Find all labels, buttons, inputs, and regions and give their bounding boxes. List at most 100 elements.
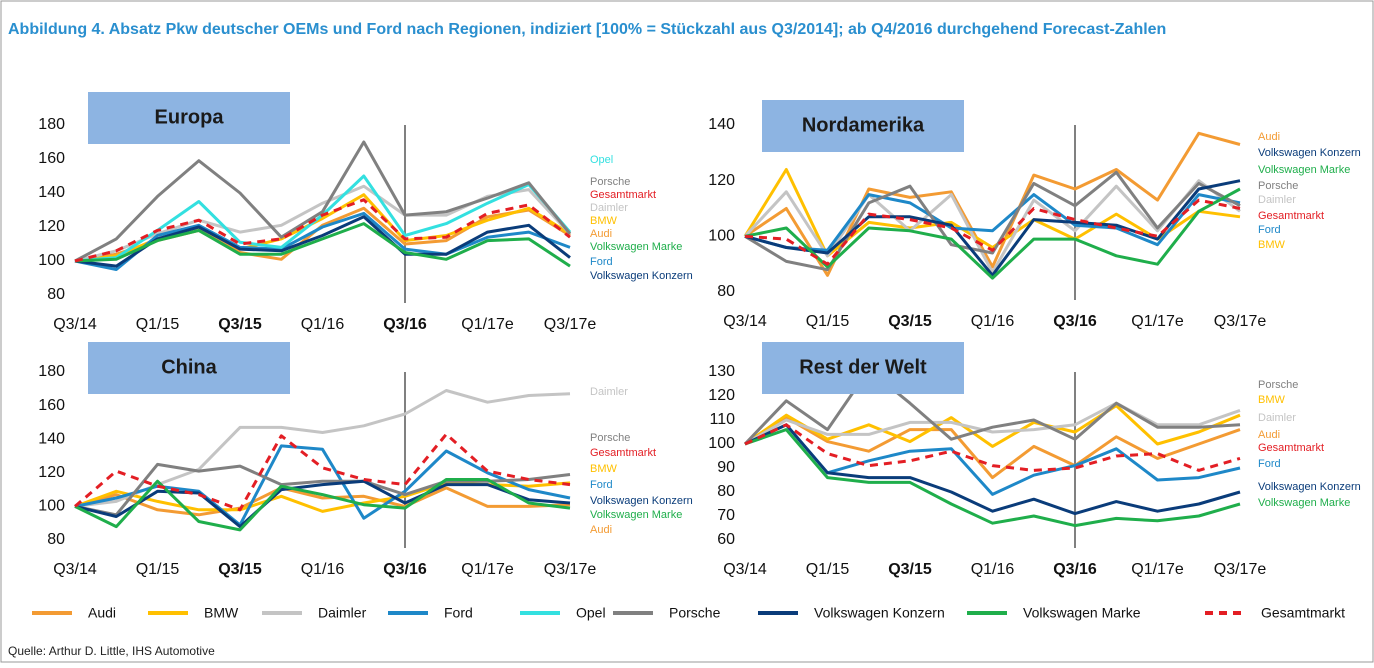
end-label: BMW (1258, 239, 1286, 251)
end-label: Ford (590, 256, 613, 268)
x-tick-label: Q3/15 (888, 313, 932, 330)
legend-label: Daimler (318, 605, 367, 621)
series-line (74, 140, 572, 263)
x-tick-label: Q3/16 (383, 316, 427, 333)
panel-title-box (88, 92, 290, 144)
y-tick-label: 80 (717, 483, 735, 500)
y-tick-label: 130 (708, 363, 735, 380)
x-tick-label: Q3/17e (544, 316, 597, 333)
x-tick-label: Q3/15 (218, 561, 262, 578)
series-line (744, 198, 1241, 266)
x-tick-label: Q3/14 (723, 313, 767, 330)
series-line (744, 193, 1241, 252)
end-label: Volkswagen Konzern (1258, 481, 1361, 493)
x-tick-label: Q1/15 (136, 316, 180, 333)
series-line (74, 215, 571, 268)
series-line (74, 198, 571, 263)
end-label: BMW (1258, 394, 1286, 406)
y-tick-label: 120 (708, 387, 735, 404)
legend-label: Porsche (669, 605, 721, 621)
series-line (744, 404, 1241, 448)
end-label: Ford (1258, 458, 1281, 470)
figure-title: Abbildung 4. Absatz Pkw deutscher OEMs u… (8, 21, 1167, 38)
y-tick-label: 110 (709, 411, 735, 428)
end-label: Porsche (1258, 379, 1298, 391)
x-tick-label: Q3/14 (53, 316, 97, 333)
series-line (744, 179, 1241, 277)
series-line (744, 187, 1241, 280)
x-tick-label: Q1/17e (1131, 561, 1184, 578)
series-line (744, 423, 1241, 516)
panel-title: Nordamerika (802, 114, 925, 136)
y-tick-label: 90 (717, 459, 735, 476)
legend-label: BMW (204, 605, 239, 621)
panel-title-box (88, 342, 290, 394)
end-label: Volkswagen Marke (590, 509, 682, 521)
series-line (74, 389, 571, 508)
title-box: Abbildung 4. Absatz Pkw deutscher OEMs u… (8, 21, 1167, 38)
x-tick-label: Q3/16 (1053, 313, 1097, 330)
series-line (744, 428, 1241, 528)
end-label: Audi (590, 524, 612, 536)
y-tick-label: 180 (38, 116, 65, 133)
y-tick-label: 160 (38, 397, 65, 414)
x-tick-label: Q3/16 (383, 561, 427, 578)
series-line (74, 432, 571, 512)
x-tick-label: Q3/14 (53, 561, 97, 578)
y-tick-label: 120 (38, 464, 65, 481)
y-tick-label: 120 (38, 218, 65, 235)
end-label: Ford (590, 479, 613, 491)
source: Quelle: Arthur D. Little, IHS Automotive (8, 644, 215, 658)
y-tick-label: 120 (708, 172, 735, 189)
end-label: Volkswagen Marke (1258, 497, 1350, 509)
x-tick-label: Q3/16 (1053, 561, 1097, 578)
x-tick-label: Q1/16 (301, 316, 345, 333)
end-label: Gesamtmarkt (1258, 210, 1324, 222)
end-label: Audi (1258, 131, 1280, 143)
x-tick-label: Q1/15 (136, 561, 180, 578)
y-tick-label: 140 (708, 116, 735, 133)
panel-title-box (762, 342, 964, 394)
x-tick-label: Q1/17e (461, 561, 514, 578)
series-line (743, 179, 1241, 274)
x-tick-label: Q1/15 (806, 561, 850, 578)
y-tick-label: 70 (717, 507, 735, 524)
x-tick-label: Q3/15 (888, 561, 932, 578)
panel-title: Rest der Welt (799, 356, 927, 378)
y-tick-label: 140 (38, 184, 65, 201)
y-tick-label: 140 (38, 430, 65, 447)
legend-label: Volkswagen Marke (1023, 605, 1141, 621)
series-line (74, 222, 571, 268)
series-line (74, 486, 571, 517)
end-label: Ford (1258, 224, 1281, 236)
x-tick-label: Q3/14 (723, 561, 767, 578)
x-tick-label: Q1/17e (461, 316, 514, 333)
x-tick-label: Q1/17e (1131, 313, 1184, 330)
y-tick-label: 100 (38, 252, 65, 269)
series-line (74, 184, 572, 263)
y-tick-label: 80 (47, 286, 65, 303)
series-line (74, 478, 571, 532)
y-tick-label: 100 (38, 498, 65, 515)
series-line (74, 479, 571, 529)
end-label: Daimler (1258, 412, 1296, 424)
end-label: Volkswagen Konzern (590, 270, 693, 282)
legend-label: Opel (576, 605, 606, 621)
end-label: Gesamtmarkt (590, 189, 656, 201)
series-line (744, 416, 1241, 480)
x-tick-label: Q1/16 (971, 313, 1015, 330)
series-line (743, 370, 1241, 446)
end-label: Audi (1258, 429, 1280, 441)
series-line (744, 401, 1241, 446)
y-tick-label: 80 (47, 531, 65, 548)
series-line (744, 170, 1241, 272)
y-tick-label: 180 (38, 363, 65, 380)
end-label: Audi (590, 228, 612, 240)
end-label: Daimler (1258, 194, 1296, 206)
end-label: Porsche (590, 176, 630, 188)
series-line (744, 423, 1241, 472)
end-label: Gesamtmarkt (1258, 442, 1324, 454)
legend-label: Gesamtmarkt (1261, 605, 1345, 621)
